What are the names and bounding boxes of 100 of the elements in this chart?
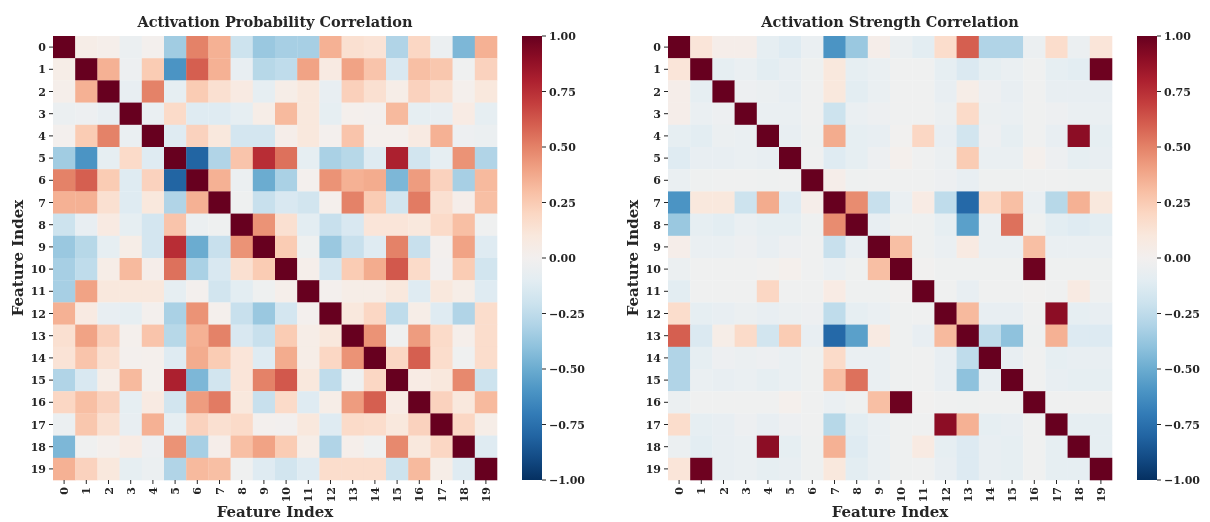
x-tick-label: 12 bbox=[324, 487, 338, 503]
color-bar-label: −0.25 bbox=[549, 307, 586, 321]
color-bar-label: −0.50 bbox=[549, 363, 586, 376]
color-bar-label: 0.00 bbox=[1164, 252, 1192, 265]
y-tick-label: 15 bbox=[645, 374, 661, 388]
x-tick-label: 5 bbox=[784, 487, 798, 495]
y-tick-label: 18 bbox=[30, 440, 47, 454]
y-tick-label: 17 bbox=[30, 418, 46, 432]
x-tick-label: 8 bbox=[850, 486, 864, 495]
y-tick-label: 10 bbox=[645, 263, 662, 277]
color-bar-label: −0.50 bbox=[1164, 363, 1201, 376]
y-tick-label: 2 bbox=[38, 85, 46, 99]
chart-title: Activation Strength Correlation bbox=[760, 13, 1020, 30]
y-tick-label: 11 bbox=[645, 285, 661, 299]
y-tick-label: 0 bbox=[38, 41, 47, 55]
x-axis-title: Feature Index bbox=[216, 503, 335, 521]
x-tick-label: 14 bbox=[368, 486, 382, 503]
color-bar-label: −0.25 bbox=[1164, 307, 1201, 321]
y-tick-label: 12 bbox=[30, 307, 46, 321]
y-tick-label: 9 bbox=[653, 240, 661, 254]
x-tick-label: 7 bbox=[213, 487, 227, 495]
x-tick-label: 19 bbox=[1094, 487, 1108, 503]
x-tick-label: 4 bbox=[761, 486, 775, 495]
y-axis-title: Feature Index bbox=[624, 198, 642, 317]
y-tick-label: 13 bbox=[30, 329, 46, 343]
x-tick-label: 8 bbox=[235, 486, 249, 495]
x-tick-label: 0 bbox=[673, 486, 687, 495]
y-tick-label: 17 bbox=[645, 418, 661, 432]
y-tick-label: 14 bbox=[645, 351, 662, 365]
y-tick-label: 3 bbox=[653, 107, 661, 121]
y-tick-label: 10 bbox=[30, 263, 47, 277]
x-tick-label: 15 bbox=[391, 487, 405, 503]
y-tick-label: 5 bbox=[38, 152, 46, 166]
x-tick-label: 3 bbox=[739, 487, 753, 495]
y-tick-label: 13 bbox=[645, 329, 661, 343]
x-tick-label: 11 bbox=[917, 487, 931, 503]
x-axis-title: Feature Index bbox=[831, 503, 950, 521]
y-tick-label: 5 bbox=[653, 152, 661, 166]
color-bar-label: −0.75 bbox=[1164, 418, 1201, 432]
color-bar-label: 0.75 bbox=[1164, 85, 1191, 99]
y-tick-label: 11 bbox=[30, 285, 46, 299]
y-tick-label: 0 bbox=[653, 41, 662, 55]
color-bar-label: 0.00 bbox=[549, 252, 577, 265]
y-tick-label: 1 bbox=[653, 63, 661, 77]
x-tick-label: 10 bbox=[280, 486, 294, 503]
color-bar-label: 1.00 bbox=[549, 30, 577, 43]
y-tick-label: 15 bbox=[30, 374, 46, 388]
x-tick-label: 13 bbox=[961, 487, 975, 503]
color-bar-label: 1.00 bbox=[1164, 30, 1192, 43]
x-tick-label: 2 bbox=[717, 487, 731, 495]
y-tick-label: 16 bbox=[645, 396, 662, 410]
x-tick-label: 19 bbox=[479, 487, 493, 503]
y-tick-label: 18 bbox=[645, 440, 662, 454]
x-tick-label: 1 bbox=[695, 487, 709, 495]
color-bar-label: 0.25 bbox=[549, 196, 576, 210]
x-tick-label: 13 bbox=[346, 487, 360, 503]
y-tick-label: 14 bbox=[30, 351, 47, 365]
x-tick-label: 14 bbox=[983, 486, 997, 503]
x-tick-label: 5 bbox=[169, 487, 183, 495]
color-bar-label: −1.00 bbox=[549, 474, 586, 487]
x-tick-label: 4 bbox=[146, 486, 160, 495]
x-tick-label: 7 bbox=[828, 487, 842, 495]
color-bar-label: 0.50 bbox=[1164, 141, 1192, 154]
x-tick-label: 9 bbox=[872, 487, 886, 495]
x-tick-label: 3 bbox=[124, 487, 138, 495]
x-tick-label: 12 bbox=[939, 487, 953, 503]
x-tick-label: 6 bbox=[191, 486, 205, 495]
y-tick-label: 4 bbox=[38, 129, 47, 143]
y-tick-label: 1 bbox=[38, 63, 46, 77]
x-tick-label: 10 bbox=[895, 486, 909, 503]
color-bar-label: −0.75 bbox=[549, 418, 586, 432]
y-tick-label: 3 bbox=[38, 107, 46, 121]
y-tick-label: 7 bbox=[38, 196, 46, 210]
x-tick-label: 2 bbox=[102, 487, 116, 495]
color-bar-label: 0.50 bbox=[549, 141, 577, 154]
x-tick-label: 6 bbox=[806, 486, 820, 495]
color-bar-label: 0.25 bbox=[1164, 196, 1191, 210]
x-tick-label: 1 bbox=[80, 487, 94, 495]
x-tick-label: 0 bbox=[58, 486, 72, 495]
y-axis-title: Feature Index bbox=[9, 198, 27, 317]
y-tick-label: 19 bbox=[645, 462, 661, 476]
color-bar-label: 0.75 bbox=[549, 85, 576, 99]
x-tick-label: 16 bbox=[1028, 486, 1042, 503]
x-tick-label: 18 bbox=[1072, 486, 1086, 503]
x-tick-label: 15 bbox=[1006, 487, 1020, 503]
y-tick-label: 12 bbox=[645, 307, 661, 321]
y-tick-label: 8 bbox=[653, 218, 662, 232]
x-tick-label: 17 bbox=[1050, 487, 1064, 503]
x-tick-label: 17 bbox=[435, 487, 449, 503]
color-bar-label: −1.00 bbox=[1164, 474, 1201, 487]
chart-title: Activation Probability Correlation bbox=[136, 13, 414, 30]
x-tick-label: 11 bbox=[302, 487, 316, 503]
x-tick-label: 18 bbox=[457, 486, 471, 503]
y-tick-label: 2 bbox=[653, 85, 661, 99]
x-tick-label: 9 bbox=[257, 487, 271, 495]
y-tick-label: 9 bbox=[38, 240, 46, 254]
y-tick-label: 7 bbox=[653, 196, 661, 210]
y-tick-label: 8 bbox=[38, 218, 47, 232]
y-tick-label: 4 bbox=[653, 129, 662, 143]
y-tick-label: 16 bbox=[30, 396, 47, 410]
